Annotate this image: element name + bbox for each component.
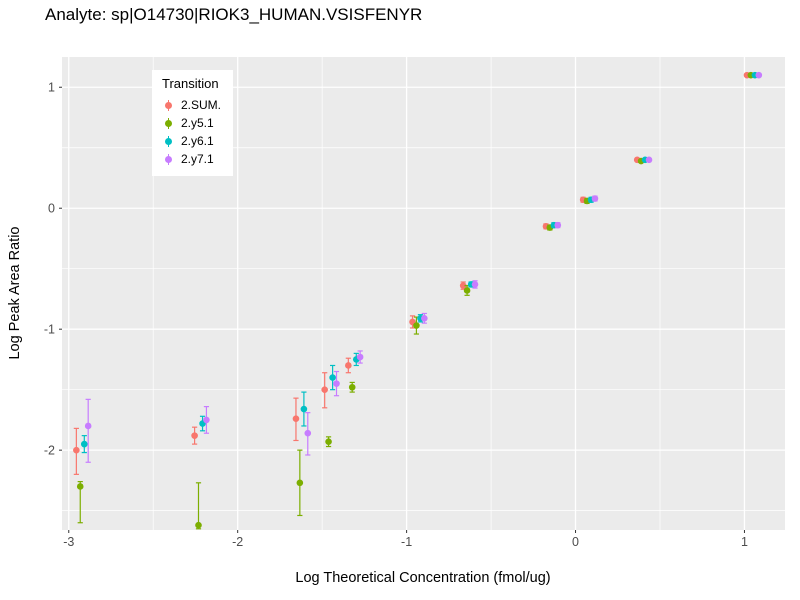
x-tick-label: -2 <box>232 535 243 549</box>
x-axis-label: Log Theoretical Concentration (fmol/ug) <box>295 570 551 586</box>
data-point <box>413 322 420 329</box>
data-point <box>195 521 202 529</box>
data-point <box>191 432 198 439</box>
x-tick-label: -3 <box>63 535 74 549</box>
data-point <box>645 156 653 164</box>
legend-key-point-icon <box>160 133 177 150</box>
data-point <box>345 362 352 369</box>
data-point <box>755 71 763 79</box>
data-point <box>296 479 304 487</box>
data-point <box>554 221 562 229</box>
data-point <box>459 282 467 289</box>
x-tick-label: 1 <box>741 535 748 549</box>
data-point <box>329 374 336 381</box>
data-point <box>292 415 300 423</box>
legend-item-2.y6.1: 2.y6.1 <box>160 132 221 150</box>
y-axis-label: Log Peak Area Ratio <box>7 226 23 360</box>
data-point <box>471 281 479 288</box>
data-point <box>348 383 356 391</box>
data-point <box>421 314 428 322</box>
data-point <box>203 416 210 424</box>
y-tick-label: 1 <box>48 81 55 95</box>
data-point <box>76 483 84 490</box>
legend-label: 2.y5.1 <box>181 116 214 130</box>
data-point <box>356 353 364 361</box>
legend-key-point-icon <box>160 151 177 168</box>
y-tick-label: 0 <box>48 202 55 216</box>
series-2.y6.1 <box>80 71 759 454</box>
chart-title: Analyte: sp|O14730|RIOK3_HUMAN.VSISFENYR <box>45 5 423 24</box>
data-point <box>333 380 340 387</box>
series-2.y7.1 <box>84 71 763 463</box>
legend-key-point-icon <box>160 97 177 114</box>
legend-label: 2.y6.1 <box>181 134 214 148</box>
data-point <box>300 405 308 413</box>
legend-label: 2.y7.1 <box>181 152 214 166</box>
legend-key-point-icon <box>160 115 177 132</box>
data-point <box>84 422 92 430</box>
y-tick-label: -2 <box>44 444 55 458</box>
y-tick-label: -1 <box>44 323 55 337</box>
data-point <box>463 287 471 294</box>
series-2.SUM. <box>73 71 751 475</box>
legend: Transition 2.SUM. 2.y5.1 2.y6.1 2.y7.1 <box>152 70 234 176</box>
x-tick-label: 0 <box>572 535 579 549</box>
data-point <box>325 438 332 445</box>
legend-items: 2.SUM. 2.y5.1 2.y6.1 2.y7.1 <box>160 96 221 168</box>
data-point <box>304 429 312 437</box>
data-point <box>80 440 88 448</box>
legend-label: 2.SUM. <box>181 98 222 112</box>
data-point <box>591 195 599 202</box>
legend-item-2.y5.1: 2.y5.1 <box>160 114 221 132</box>
legend-title: Transition <box>162 76 219 91</box>
legend-item-2.SUM.: 2.SUM. <box>160 96 221 114</box>
data-point <box>321 386 328 393</box>
legend-item-2.y7.1: 2.y7.1 <box>160 150 221 168</box>
x-tick-label: -1 <box>401 535 412 549</box>
data-point <box>73 446 80 454</box>
